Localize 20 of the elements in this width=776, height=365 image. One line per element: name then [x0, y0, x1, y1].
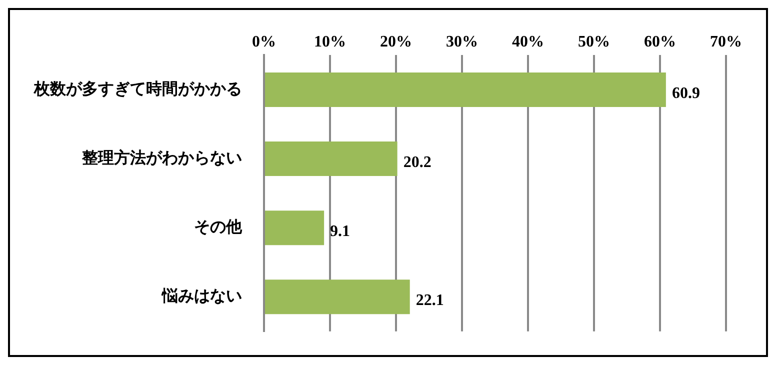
x-tick-label: 30% — [446, 34, 478, 51]
x-tick-label: 40% — [512, 34, 544, 51]
data-label: 20.2 — [403, 154, 432, 171]
x-tick-label: 50% — [578, 34, 610, 51]
x-tick-label: 60% — [644, 34, 676, 51]
y-tick-label: 整理方法がわからない — [81, 148, 242, 167]
bar — [265, 142, 398, 176]
x-tick-label: 70% — [710, 34, 742, 51]
y-tick-label: その他 — [194, 218, 243, 236]
bar — [265, 280, 410, 314]
bar — [265, 72, 666, 107]
y-tick-label: 悩みはない — [161, 287, 242, 306]
bar — [265, 210, 324, 246]
data-label: 9.1 — [330, 222, 350, 240]
data-label: 22.1 — [416, 292, 444, 310]
x-tick-label: 0% — [252, 34, 276, 51]
y-tick-label: 枚数が多すぎて時間がかかる — [33, 80, 242, 98]
x-tick-label: 20% — [380, 34, 412, 51]
x-tick-label: 10% — [314, 34, 346, 51]
data-label: 60.9 — [672, 84, 700, 102]
